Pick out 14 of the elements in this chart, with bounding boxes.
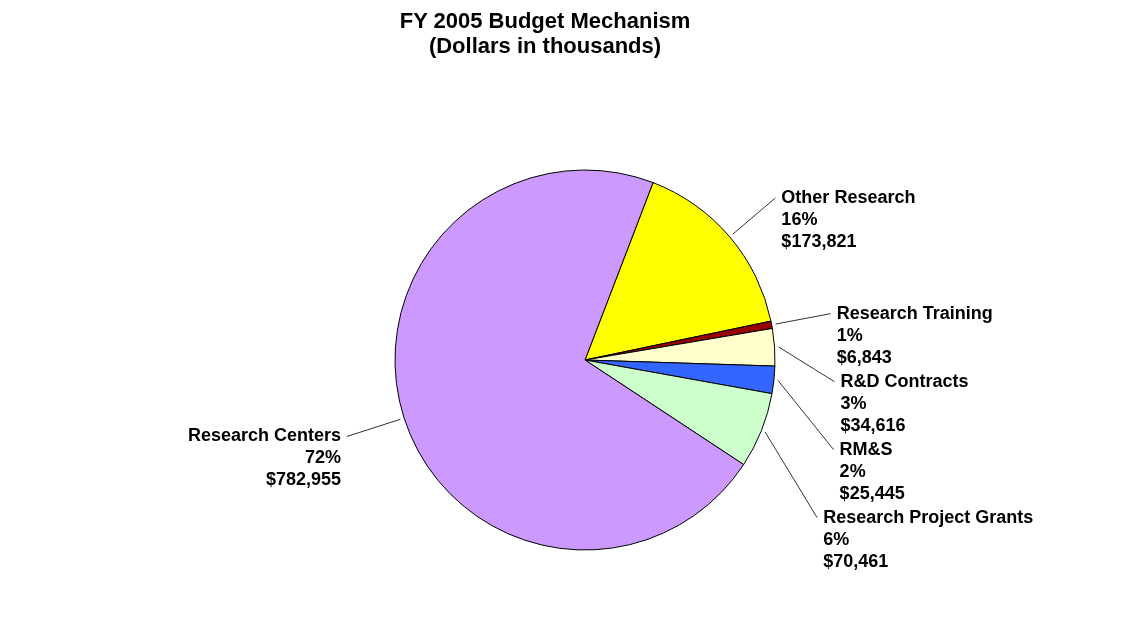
data-label: 6% $70,461 bbox=[823, 528, 889, 571]
slice-label: Other Research bbox=[781, 186, 916, 207]
slice-label: RM&S bbox=[839, 438, 893, 459]
data-label: 72% $782,955 bbox=[265, 447, 341, 490]
slice-label: Research Training bbox=[836, 302, 993, 323]
data-label: 2% $25,445 bbox=[839, 460, 905, 503]
chart-title: FY 2005 Budget Mechanism bbox=[399, 8, 691, 33]
data-label: 3% $34,616 bbox=[840, 392, 906, 435]
slice-label: R&D Contracts bbox=[840, 370, 969, 391]
slice-label: Research Centers bbox=[187, 425, 341, 446]
data-label: 16% $173,821 bbox=[781, 208, 857, 251]
chart-subtitle: (Dollars in thousands) bbox=[428, 33, 662, 58]
slice-label: Research Project Grants bbox=[823, 506, 1034, 527]
data-label: 1% $6,843 bbox=[836, 324, 892, 367]
